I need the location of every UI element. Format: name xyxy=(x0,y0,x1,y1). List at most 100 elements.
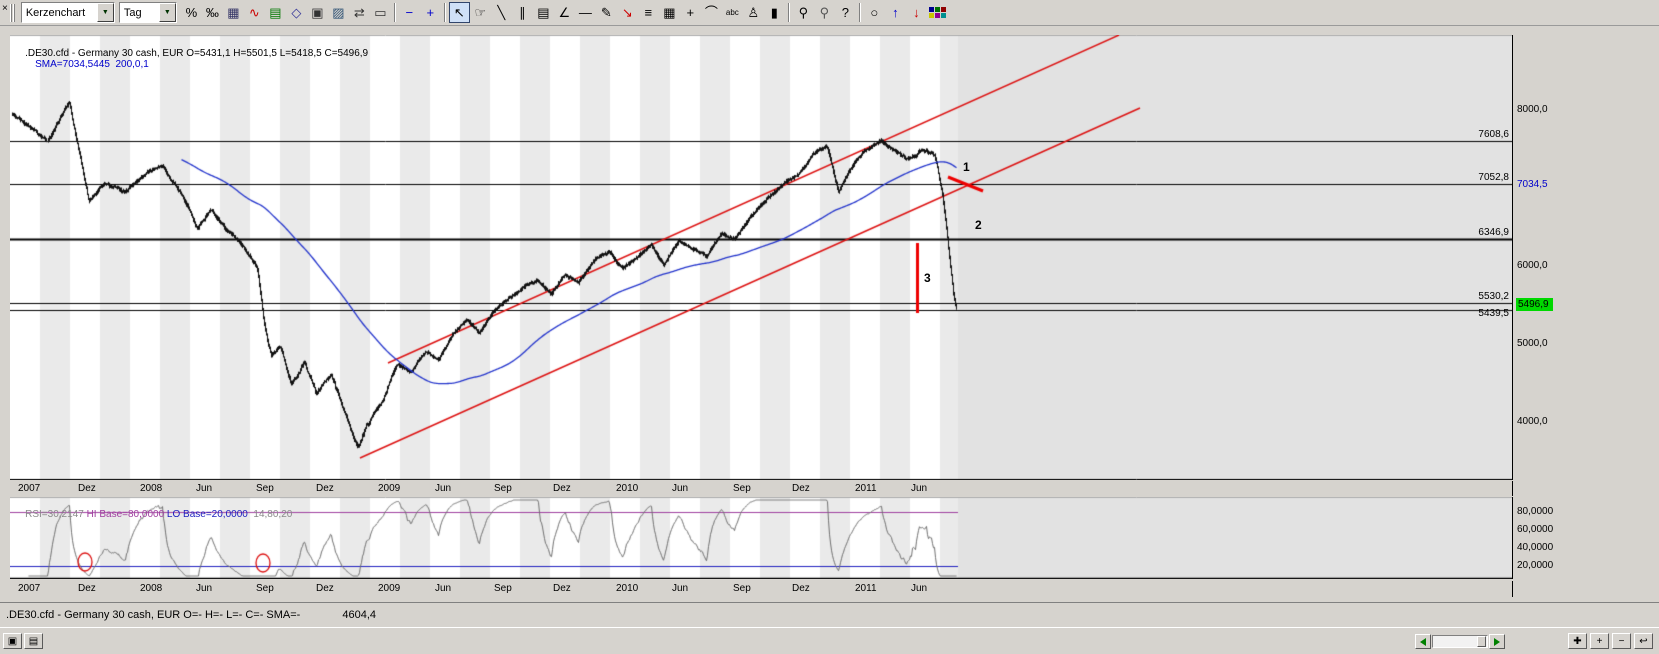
time-axis-label: 2007 xyxy=(18,483,41,494)
rsi-tick-label: 80,0000 xyxy=(1517,506,1554,517)
sma-params-text: 200,0,1 xyxy=(115,59,149,70)
price-level-label: 6346,9 xyxy=(1478,226,1509,238)
percent-relative-icon[interactable]: ‰ xyxy=(205,5,219,20)
cursor-icon[interactable]: ↖ xyxy=(448,2,470,23)
percent-scale-icon[interactable]: % xyxy=(185,5,198,20)
color-swatch[interactable] xyxy=(928,7,934,12)
time-axis-label: Dez xyxy=(553,483,571,494)
monitor-icon[interactable]: ▭ xyxy=(374,5,387,20)
add-object-icon[interactable]: + xyxy=(426,5,435,20)
toolbar-separator xyxy=(858,3,861,22)
fibonacci-grid-icon[interactable]: ▤ xyxy=(537,5,550,20)
horizontal-scrollbar[interactable] xyxy=(1432,635,1488,648)
levels-icon[interactable]: ≡ xyxy=(644,5,653,20)
candle-tool-icon[interactable]: ▮ xyxy=(770,5,778,20)
status-bar: .DE30.cfd - Germany 30 cash, EUR O=- H=-… xyxy=(0,602,1659,627)
swap-icon[interactable]: ⇄ xyxy=(353,5,365,20)
arrow-annotation-icon[interactable]: ↘ xyxy=(621,5,633,20)
sma-label: SMA=7034,5445 200,0,1 xyxy=(35,59,149,70)
time-axis-label: 2008 xyxy=(140,483,163,494)
time-axis-label: Dez xyxy=(792,483,810,494)
hline-icon[interactable]: ― xyxy=(578,5,592,20)
main-chart-canvas[interactable] xyxy=(10,35,1512,480)
remove-object-icon[interactable]: − xyxy=(405,5,414,20)
print-icon[interactable]: ▣ xyxy=(311,5,324,20)
time-axis-label: 2009 xyxy=(378,483,401,494)
time-axis-label: Dez xyxy=(316,483,334,494)
parallel-channel-icon[interactable]: ∥ xyxy=(519,5,526,20)
view-buttons: ✚ + − ↩ xyxy=(1568,633,1653,649)
color-swatch[interactable] xyxy=(928,13,934,18)
diamond-icon[interactable]: ◇ xyxy=(291,5,302,20)
bar-chart-icon[interactable]: ▦ xyxy=(227,5,240,20)
zoom-in-icon[interactable]: ⚲ xyxy=(798,5,809,20)
time-axis-label: 2010 xyxy=(616,583,639,594)
arc-icon[interactable]: ⌒ xyxy=(704,5,718,20)
green-chart-icon[interactable]: ▤ xyxy=(269,5,282,20)
zoom-out-icon[interactable]: ⚲ xyxy=(819,5,830,20)
arrow-down-icon[interactable]: ↓ xyxy=(913,5,920,20)
area-chart-icon[interactable]: ▨ xyxy=(332,5,345,20)
color-swatch[interactable] xyxy=(940,13,946,18)
price-level-label: 5530,2 xyxy=(1478,290,1509,302)
toolbar-close-icon[interactable]: × xyxy=(2,2,8,14)
toolbar-icon-group: % ‰ ▦ ∿ ▤ ◇ ▣ ▨ ⇄ ▭ − + ↖ ☞ ╲ ∥ ▤ ∠ ― ✎ ↘ ≡ ▦ + ⌒ abc ♙ ▮ ⚲ ⚲? ○ ↑ ↓ xyxy=(181,2,948,23)
help-icon[interactable]: ? xyxy=(841,5,849,20)
price-axis: 8000,0 7034,5 6000,0 5000,0 4000,0 5496,9 xyxy=(1516,35,1656,480)
chart-type-select[interactable]: Kerzenchart ▼ xyxy=(20,2,115,23)
text-tool-icon[interactable]: abc xyxy=(725,8,739,17)
zoom-in-button[interactable]: + xyxy=(1590,633,1609,649)
price-tick-label: 6000,0 xyxy=(1517,260,1548,271)
time-axis-label: Dez xyxy=(792,583,810,594)
time-axis-label: Sep xyxy=(256,583,274,594)
scrollbar-thumb[interactable] xyxy=(1477,636,1486,647)
scroll-left-button[interactable] xyxy=(1415,634,1431,649)
marker-icon[interactable]: ♙ xyxy=(747,5,760,20)
time-axis-label: 2010 xyxy=(616,483,639,494)
toolbar-grip[interactable] xyxy=(9,3,17,22)
chevron-down-icon[interactable]: ▼ xyxy=(158,3,176,22)
time-axis-label: Dez xyxy=(78,483,96,494)
palette-icon[interactable] xyxy=(927,2,948,23)
color-swatch[interactable] xyxy=(940,7,946,12)
wave-label-3: 3 xyxy=(924,271,931,285)
time-axis-main: 2007 Dez 2008 Jun Sep Dez 2009 Jun Sep Dez 2010 Jun… xyxy=(10,481,1513,496)
scroll-right-button[interactable] xyxy=(1489,634,1505,649)
rsi-canvas[interactable] xyxy=(10,497,1512,579)
time-axis-label: Sep xyxy=(494,483,512,494)
rsi-value-label: RSI=30,2147 xyxy=(25,509,84,520)
reset-view-button[interactable]: ↩ xyxy=(1634,633,1653,649)
color-swatch[interactable] xyxy=(934,13,940,18)
rsi-panel: RSI=30,2147 HI Base=80,0000 LO Base=20,0… xyxy=(10,497,1513,579)
line-chart-icon[interactable]: ∿ xyxy=(248,5,260,20)
trendline-icon[interactable]: ╲ xyxy=(497,5,506,20)
crosshair-icon[interactable]: + xyxy=(686,5,695,20)
crosshair-button[interactable]: ✚ xyxy=(1568,633,1587,649)
panel-layout-button[interactable]: ▣ xyxy=(3,633,22,649)
zoom-out-button[interactable]: − xyxy=(1612,633,1631,649)
time-axis-rsi: 2007 Dez 2008 Jun Sep Dez 2009 Jun Sep Dez 2010 Jun… xyxy=(10,581,1513,597)
time-axis-label: Jun xyxy=(672,583,689,594)
color-swatch[interactable] xyxy=(934,7,940,12)
time-axis-label: Jun xyxy=(911,483,928,494)
time-axis-label: Jun xyxy=(435,583,452,594)
time-axis-label: 2009 xyxy=(378,583,401,594)
status-cursor-value: 4604,4 xyxy=(342,609,377,621)
rsi-tick-label: 60,0000 xyxy=(1517,524,1554,535)
hand-icon[interactable]: ☞ xyxy=(474,5,487,20)
rsi-tick-label: 20,0000 xyxy=(1517,560,1554,571)
time-axis-label: 2007 xyxy=(18,583,41,594)
time-axis-label: Dez xyxy=(553,583,571,594)
pencil-icon[interactable]: ✎ xyxy=(600,5,612,20)
time-axis-label: 2011 xyxy=(855,583,877,594)
time-axis-label: Jun xyxy=(911,583,928,594)
period-select[interactable]: Tag ▼ xyxy=(118,2,177,23)
angle-icon[interactable]: ∠ xyxy=(558,5,571,20)
chevron-down-icon[interactable]: ▼ xyxy=(96,3,114,22)
price-level-label: 5439,5 xyxy=(1478,307,1509,319)
circle-tool-icon[interactable]: ○ xyxy=(870,5,879,20)
panel-list-button[interactable]: ▤ xyxy=(24,633,43,649)
grid-icon[interactable]: ▦ xyxy=(663,5,676,20)
arrow-up-icon[interactable]: ↑ xyxy=(892,5,899,20)
time-axis-label: Sep xyxy=(256,483,274,494)
